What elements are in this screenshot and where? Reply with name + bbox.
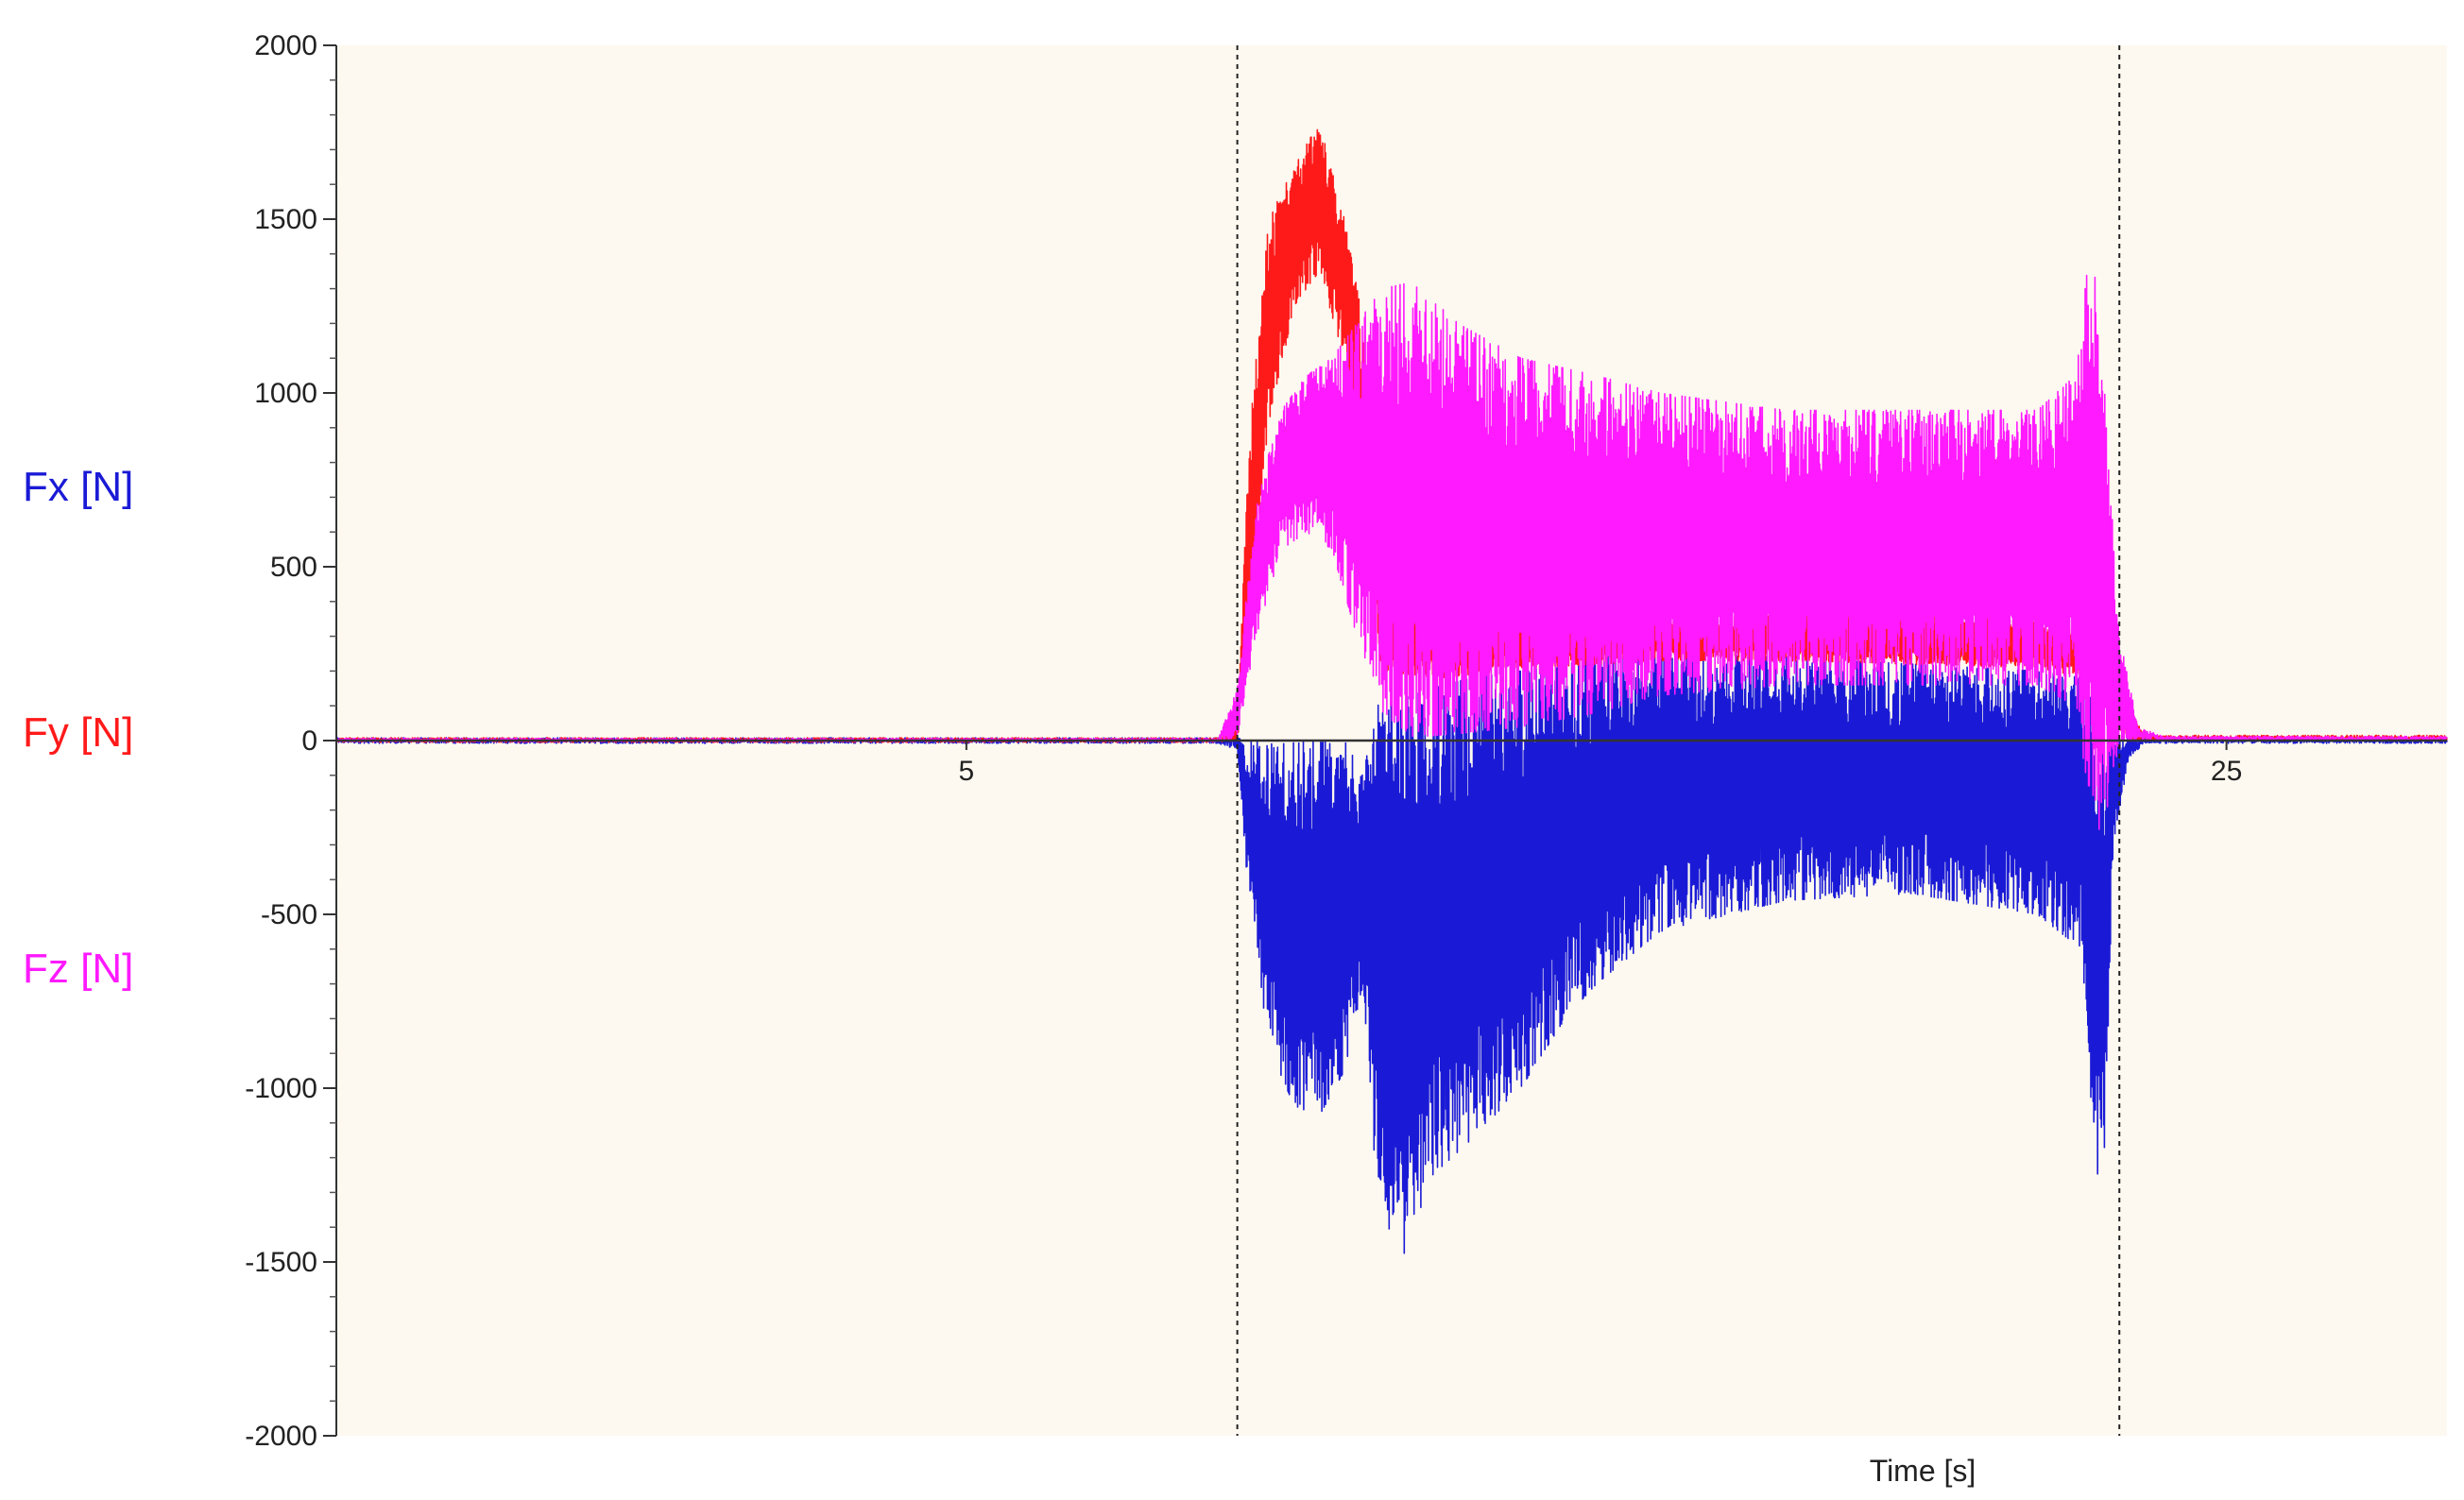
y-tick-label: -1500 <box>245 1247 317 1278</box>
y-tick-label: 1000 <box>254 378 317 409</box>
x-tick-label: 5 <box>959 756 975 787</box>
x-tick-layer: 5 25 <box>959 741 2242 787</box>
legend: Fx [N] Fy [N] Fz [N] <box>23 464 133 992</box>
y-tick-label: -500 <box>261 899 317 930</box>
y-tick-label: 2000 <box>254 30 317 61</box>
y-tick-label: 0 <box>301 725 317 757</box>
legend-entry-1: Fx [N] <box>23 464 133 510</box>
legend-entry-3: Fz [N] <box>23 946 133 992</box>
x-axis-title: Time [s] <box>1870 1454 1976 1488</box>
y-tick-label: 1500 <box>254 204 317 235</box>
y-tick-label: 500 <box>270 552 317 583</box>
y-tick-label: -1000 <box>245 1073 317 1104</box>
legend-entry-2: Fy [N] <box>23 709 133 756</box>
y-tick-layer: 2000 1500 1000 500 0 -500 -1000 -1500 -2000 <box>245 30 336 1452</box>
y-tick-label: -2000 <box>245 1421 317 1452</box>
x-tick-label: 25 <box>2211 756 2242 787</box>
